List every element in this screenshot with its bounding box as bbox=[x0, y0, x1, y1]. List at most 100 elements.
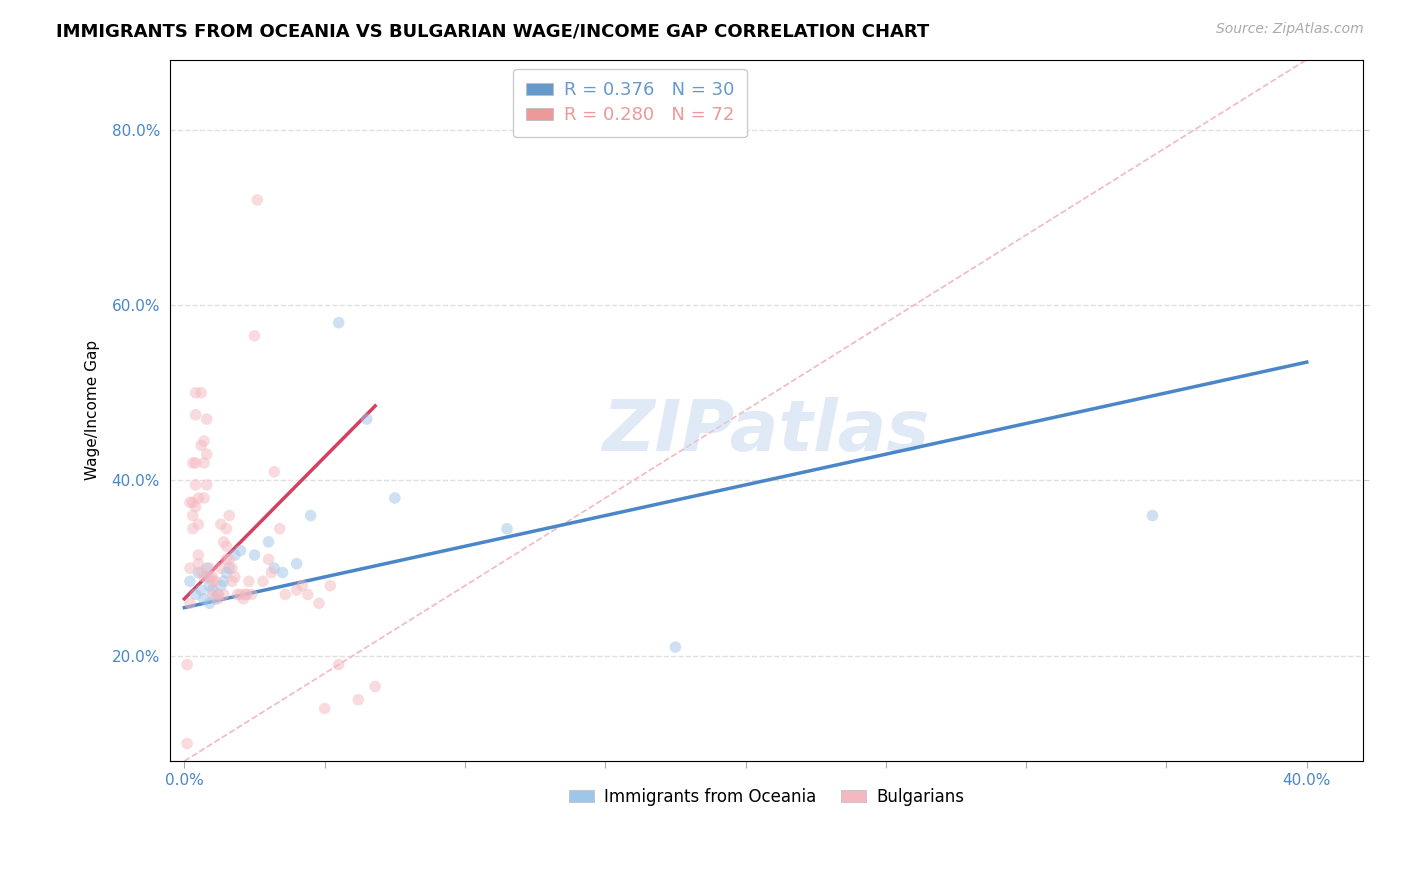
Point bbox=[184, 587, 207, 601]
Point bbox=[218, 508, 240, 523]
Point bbox=[193, 491, 215, 505]
Point bbox=[215, 522, 238, 536]
Point bbox=[187, 566, 209, 580]
Point bbox=[193, 434, 215, 448]
Point bbox=[243, 328, 266, 343]
Point bbox=[215, 566, 238, 580]
Point bbox=[181, 456, 204, 470]
Point bbox=[184, 456, 207, 470]
Point bbox=[209, 517, 232, 532]
Point bbox=[176, 737, 198, 751]
Point bbox=[297, 587, 319, 601]
Point bbox=[224, 570, 246, 584]
Text: ZIPatlas: ZIPatlas bbox=[603, 397, 931, 466]
Point bbox=[204, 591, 226, 606]
Point bbox=[201, 583, 224, 598]
Point bbox=[198, 570, 221, 584]
Point bbox=[314, 701, 336, 715]
Point bbox=[190, 583, 212, 598]
Point bbox=[184, 500, 207, 514]
Point bbox=[198, 596, 221, 610]
Point bbox=[252, 574, 274, 589]
Point bbox=[187, 557, 209, 571]
Point bbox=[209, 561, 232, 575]
Point bbox=[319, 579, 342, 593]
Point bbox=[257, 534, 280, 549]
Point bbox=[1142, 508, 1164, 523]
Point bbox=[212, 534, 235, 549]
Point bbox=[257, 552, 280, 566]
Point bbox=[184, 385, 207, 400]
Point bbox=[181, 522, 204, 536]
Point bbox=[198, 561, 221, 575]
Point bbox=[246, 193, 269, 207]
Point bbox=[226, 587, 249, 601]
Point bbox=[195, 570, 218, 584]
Point bbox=[193, 591, 215, 606]
Point bbox=[260, 566, 283, 580]
Point bbox=[207, 591, 229, 606]
Point bbox=[285, 557, 308, 571]
Point bbox=[263, 561, 285, 575]
Point bbox=[212, 587, 235, 601]
Point bbox=[328, 657, 350, 672]
Point bbox=[187, 491, 209, 505]
Point bbox=[285, 583, 308, 598]
Point bbox=[328, 316, 350, 330]
Point bbox=[181, 508, 204, 523]
Point bbox=[181, 495, 204, 509]
Point bbox=[190, 438, 212, 452]
Point bbox=[212, 574, 235, 589]
Point bbox=[364, 680, 387, 694]
Point bbox=[221, 561, 243, 575]
Point bbox=[384, 491, 406, 505]
Point bbox=[201, 587, 224, 601]
Point bbox=[184, 478, 207, 492]
Point bbox=[235, 587, 257, 601]
Point bbox=[195, 447, 218, 461]
Y-axis label: Wage/Income Gap: Wage/Income Gap bbox=[86, 340, 100, 481]
Point bbox=[190, 566, 212, 580]
Point bbox=[243, 548, 266, 562]
Point bbox=[187, 548, 209, 562]
Point bbox=[187, 517, 209, 532]
Point bbox=[176, 657, 198, 672]
Point bbox=[179, 574, 201, 589]
Text: IMMIGRANTS FROM OCEANIA VS BULGARIAN WAGE/INCOME GAP CORRELATION CHART: IMMIGRANTS FROM OCEANIA VS BULGARIAN WAG… bbox=[56, 22, 929, 40]
Point bbox=[218, 561, 240, 575]
Point bbox=[238, 574, 260, 589]
Point bbox=[263, 465, 285, 479]
Point bbox=[347, 692, 370, 706]
Point bbox=[195, 478, 218, 492]
Point bbox=[299, 508, 322, 523]
Point bbox=[308, 596, 330, 610]
Point bbox=[496, 522, 519, 536]
Point bbox=[664, 640, 686, 654]
Point bbox=[201, 570, 224, 584]
Point bbox=[271, 566, 294, 580]
Point bbox=[179, 596, 201, 610]
Point bbox=[198, 579, 221, 593]
Point bbox=[229, 587, 252, 601]
Point bbox=[218, 552, 240, 566]
Point bbox=[356, 412, 378, 426]
Point bbox=[193, 456, 215, 470]
Point bbox=[195, 412, 218, 426]
Point bbox=[207, 587, 229, 601]
Text: Source: ZipAtlas.com: Source: ZipAtlas.com bbox=[1216, 22, 1364, 37]
Point bbox=[190, 385, 212, 400]
Point bbox=[201, 574, 224, 589]
Point bbox=[229, 543, 252, 558]
Point bbox=[209, 579, 232, 593]
Point bbox=[215, 539, 238, 553]
Point bbox=[224, 548, 246, 562]
Point bbox=[269, 522, 291, 536]
Point bbox=[240, 587, 263, 601]
Legend: Immigrants from Oceania, Bulgarians: Immigrants from Oceania, Bulgarians bbox=[560, 778, 974, 816]
Point bbox=[193, 570, 215, 584]
Point bbox=[195, 561, 218, 575]
Point bbox=[215, 552, 238, 566]
Point bbox=[235, 587, 257, 601]
Point bbox=[179, 495, 201, 509]
Point bbox=[207, 587, 229, 601]
